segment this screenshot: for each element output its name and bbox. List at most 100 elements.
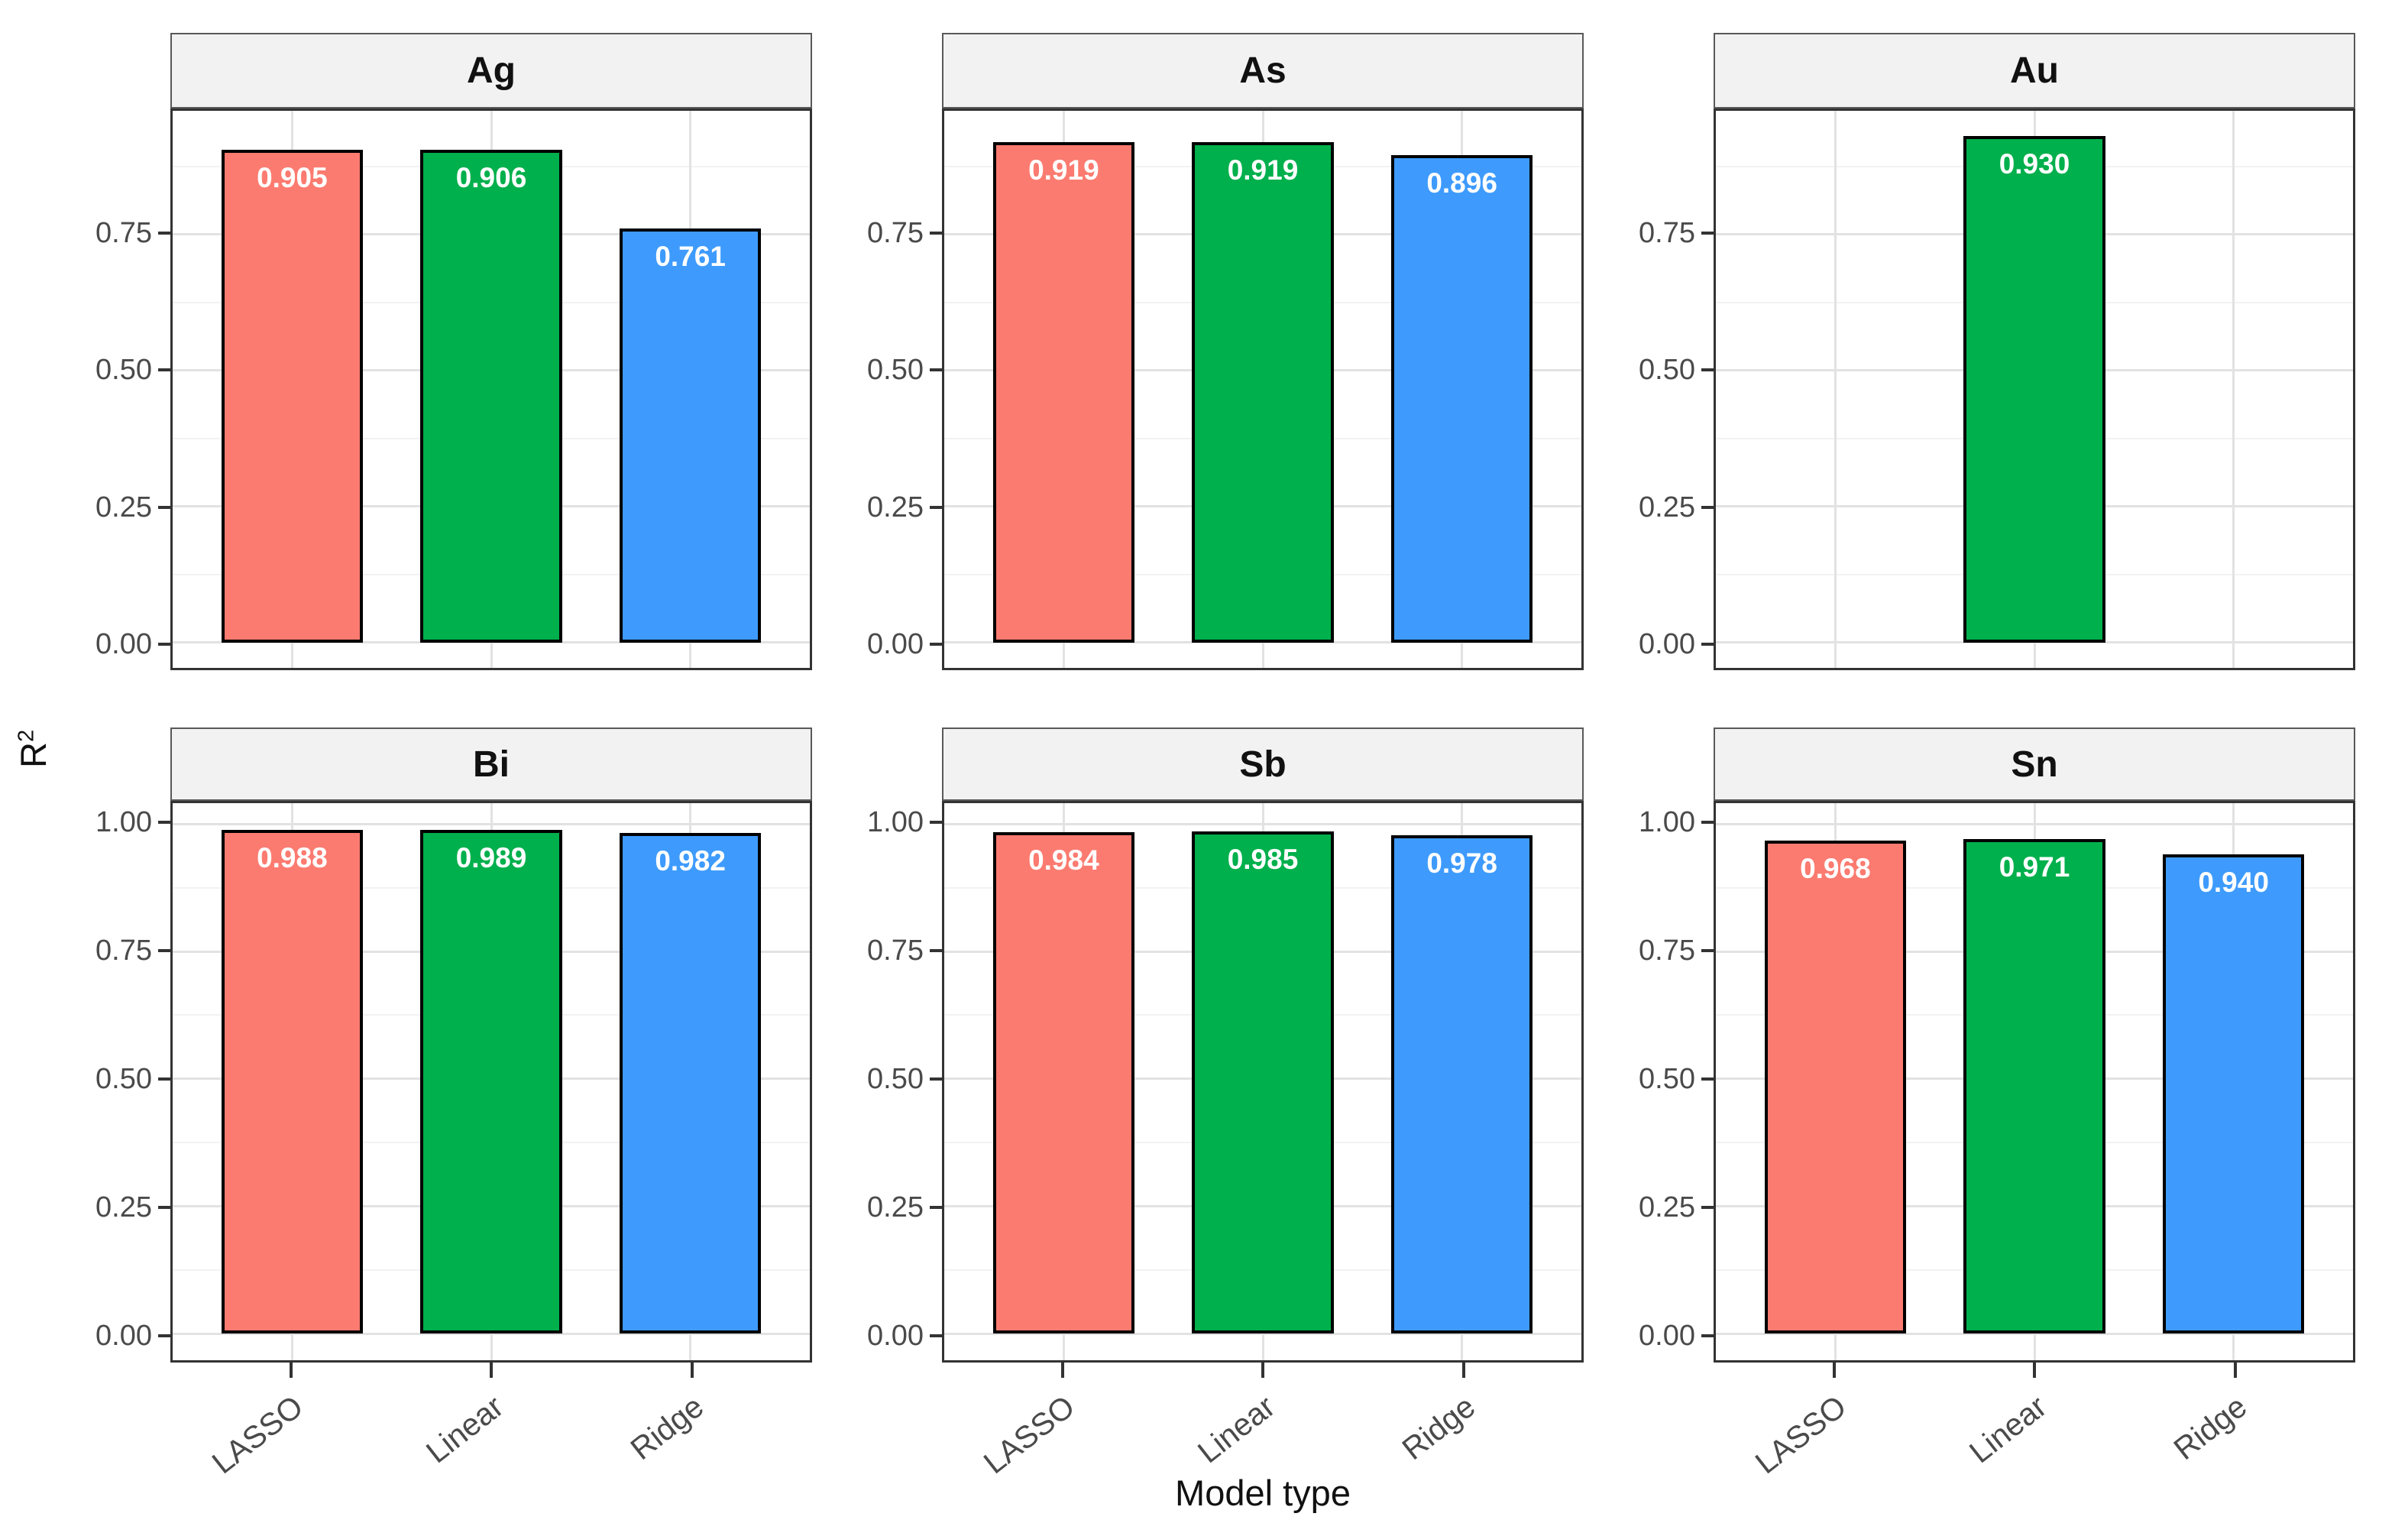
x-tick-mark xyxy=(289,1363,293,1378)
bar-linear: 0.989 xyxy=(420,829,562,1334)
y-tick-label: 0.00 xyxy=(867,1320,924,1353)
x-tick-label: Linear xyxy=(1963,1389,2054,1470)
y-tick-label: 0.50 xyxy=(1639,1062,1695,1095)
y-tick-label: 0.75 xyxy=(95,934,152,967)
y-tick-label: 1.00 xyxy=(1639,805,1695,838)
facet-panel: 0.984 0.985 0.978 xyxy=(942,801,1584,1363)
bar-value-label: 0.919 xyxy=(1227,154,1299,186)
y-tick-label: 0.75 xyxy=(1639,216,1695,249)
x-tick-mark xyxy=(2233,1363,2237,1378)
x-tick-label: LASSO xyxy=(1748,1389,1853,1481)
bar-ridge: 0.761 xyxy=(620,228,762,643)
bar-value-label: 0.761 xyxy=(655,240,726,272)
bar-linear: 0.985 xyxy=(1192,831,1334,1334)
x-tick-label: LASSO xyxy=(976,1389,1081,1481)
x-tick-label: Ridge xyxy=(2167,1389,2254,1467)
facet-strip: Ag xyxy=(170,33,812,109)
y-tick-mark xyxy=(158,948,170,952)
facet-title: Au xyxy=(2010,50,2059,91)
x-tick-mark xyxy=(490,1363,493,1378)
x-tick-mark xyxy=(1261,1363,1264,1378)
bar-linear: 0.930 xyxy=(1963,136,2105,643)
y-tick-label: 0.00 xyxy=(1639,628,1695,661)
bar-value-label: 0.906 xyxy=(455,161,527,193)
y-tick-mark xyxy=(1701,505,1714,509)
y-tick-mark xyxy=(930,368,942,372)
y-tick-mark xyxy=(930,820,942,824)
facet-panel: 0.930 xyxy=(1714,109,2355,670)
bar-lasso: 0.919 xyxy=(992,142,1134,643)
bar-linear: 0.971 xyxy=(1963,838,2105,1334)
y-tick-label: 0.50 xyxy=(867,1062,924,1095)
x-tick-label: Ridge xyxy=(624,1389,710,1467)
bar-lasso: 0.984 xyxy=(992,832,1134,1334)
y-tick-label: 0.00 xyxy=(1639,1320,1695,1353)
y-tick-mark xyxy=(158,1077,170,1081)
y-tick-mark xyxy=(930,1334,942,1338)
bar-value-label: 0.930 xyxy=(1999,148,2070,180)
x-tick-label: Ridge xyxy=(1396,1389,1482,1467)
bar-ridge: 0.982 xyxy=(620,833,762,1334)
x-tick-mark xyxy=(690,1363,694,1378)
y-tick-label: 0.50 xyxy=(95,354,152,387)
x-tick-label: Linear xyxy=(419,1389,510,1470)
x-tick-label: LASSO xyxy=(205,1389,309,1481)
facet-strip: As xyxy=(942,33,1584,109)
bar-value-label: 0.968 xyxy=(1800,852,1871,884)
gridline-major-vertical xyxy=(2232,111,2235,668)
bar-value-label: 0.985 xyxy=(1227,844,1299,876)
facet-strip: Sn xyxy=(1714,727,2355,801)
y-axis-title: R2 xyxy=(12,730,54,768)
bar-value-label: 0.989 xyxy=(455,841,527,873)
y-tick-label: 0.50 xyxy=(95,1062,152,1095)
y-tick-mark xyxy=(1701,820,1714,824)
y-tick-mark xyxy=(158,231,170,235)
y-tick-mark xyxy=(1701,1334,1714,1338)
y-tick-mark xyxy=(158,1205,170,1209)
y-tick-mark xyxy=(1701,948,1714,952)
y-tick-label: 0.50 xyxy=(1639,354,1695,387)
bar-lasso: 0.968 xyxy=(1764,840,1906,1334)
y-tick-label: 0.25 xyxy=(867,491,924,523)
facet-strip: Sb xyxy=(942,727,1584,801)
x-tick-mark xyxy=(1832,1363,1836,1378)
bar-lasso: 0.905 xyxy=(221,150,363,643)
bar-value-label: 0.978 xyxy=(1426,847,1497,880)
y-axis-title-base: R xyxy=(13,742,53,768)
x-tick-mark xyxy=(2033,1363,2036,1378)
y-tick-label: 0.25 xyxy=(867,1191,924,1223)
bar-value-label: 0.905 xyxy=(257,162,328,194)
facet-panel: 0.905 0.906 0.761 xyxy=(170,109,812,670)
y-tick-mark xyxy=(158,820,170,824)
x-tick-mark xyxy=(1060,1363,1064,1378)
y-tick-label: 0.00 xyxy=(95,1320,152,1353)
facet-title: Sn xyxy=(2011,744,2058,785)
bar-ridge: 0.978 xyxy=(1391,835,1533,1334)
y-tick-label: 0.25 xyxy=(95,1191,152,1223)
bar-value-label: 0.896 xyxy=(1426,167,1497,199)
y-tick-mark xyxy=(930,231,942,235)
bar-value-label: 0.971 xyxy=(1999,851,2070,883)
facet-panel: 0.968 0.971 0.940 xyxy=(1714,801,2355,1363)
bar-value-label: 0.982 xyxy=(655,845,726,877)
facet-title: Ag xyxy=(467,50,516,91)
y-tick-mark xyxy=(158,368,170,372)
facet-strip: Au xyxy=(1714,33,2355,109)
y-tick-mark xyxy=(930,643,942,646)
facet-title: As xyxy=(1239,50,1287,91)
y-tick-label: 0.75 xyxy=(1639,934,1695,967)
bar-value-label: 0.988 xyxy=(257,842,328,874)
y-tick-mark xyxy=(1701,1205,1714,1209)
y-tick-mark xyxy=(1701,231,1714,235)
bar-value-label: 0.919 xyxy=(1028,154,1099,186)
bar-ridge: 0.896 xyxy=(1391,154,1533,643)
y-tick-mark xyxy=(1701,368,1714,372)
y-tick-mark xyxy=(158,643,170,646)
y-tick-mark xyxy=(930,1077,942,1081)
facet-title: Sb xyxy=(1239,744,1287,785)
y-tick-label: 0.25 xyxy=(95,491,152,523)
y-tick-label: 0.00 xyxy=(95,628,152,661)
facet-panel: 0.919 0.919 0.896 xyxy=(942,109,1584,670)
facet-strip: Bi xyxy=(170,727,812,801)
